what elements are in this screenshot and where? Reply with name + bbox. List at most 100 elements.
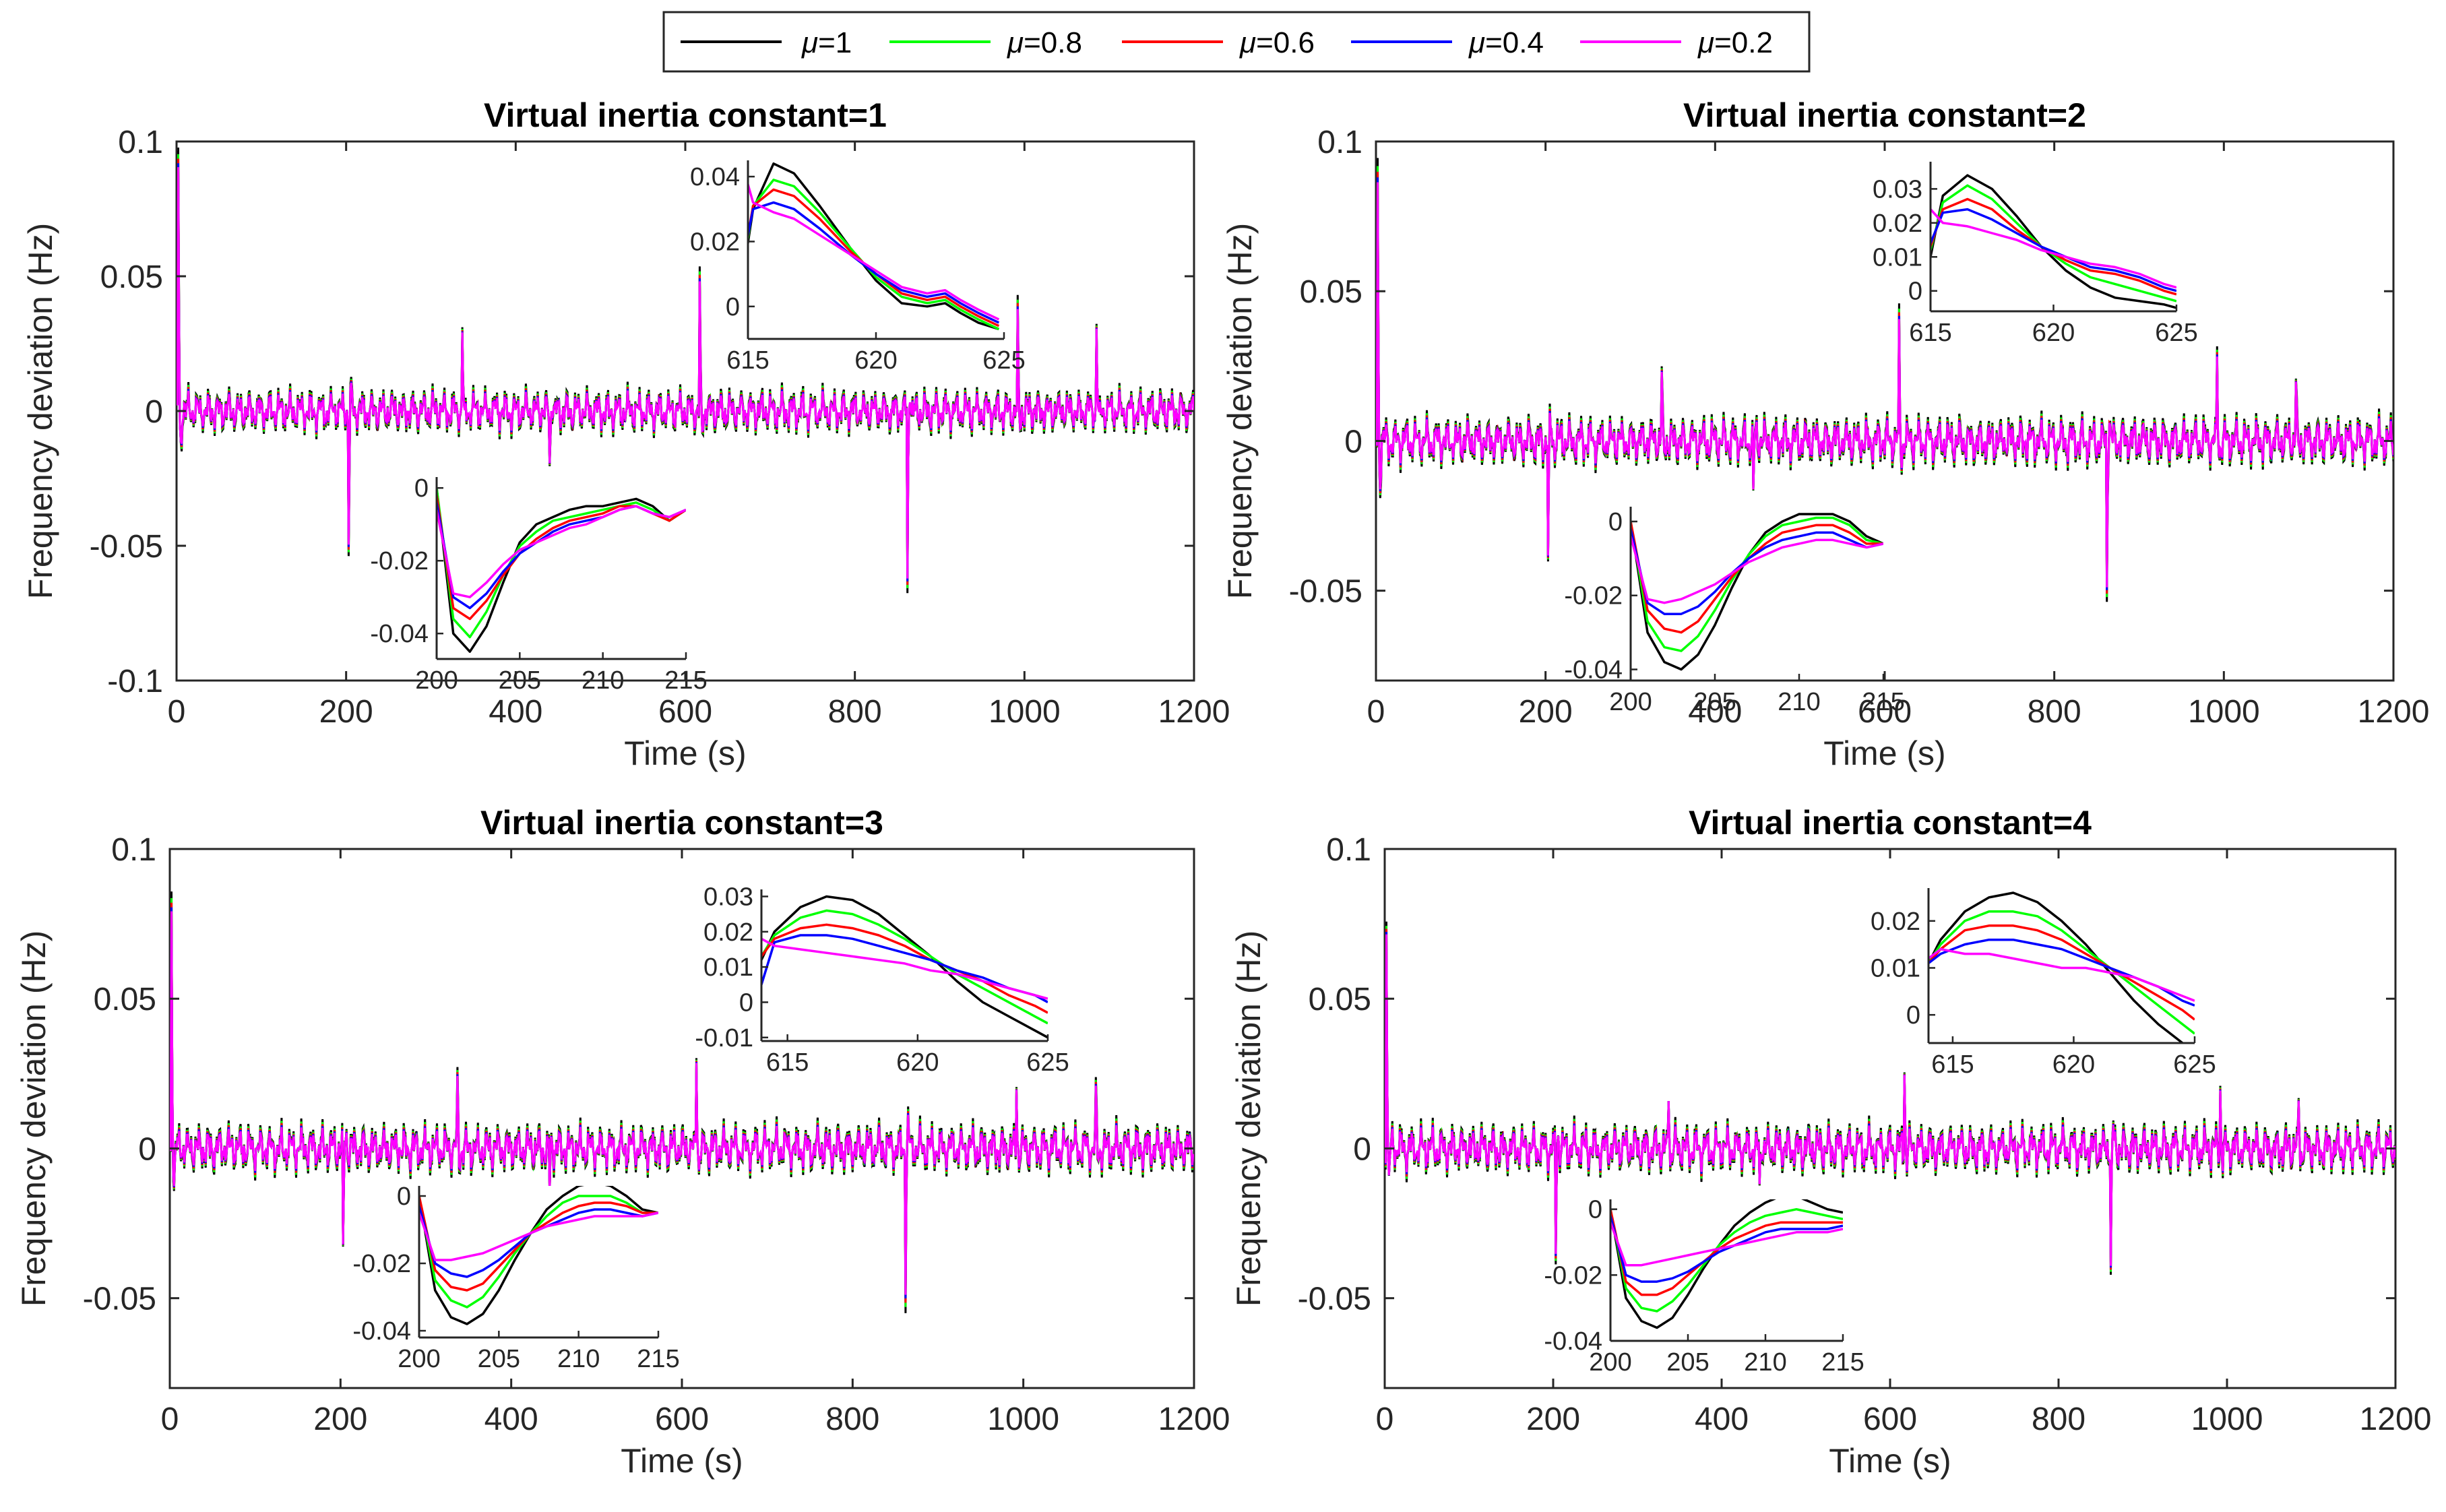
x-axis-label: Time (s)	[1829, 1442, 1951, 1480]
inset-1: 200 205 210 215 -0.04 -0.02 0	[352, 1183, 679, 1373]
y-tick-label: 0	[138, 1131, 156, 1167]
series-group	[170, 891, 1194, 1313]
inset-series-group	[1931, 174, 2176, 309]
x-tick-label: 600	[655, 1401, 709, 1437]
chart-title: Virtual inertia constant=1	[484, 96, 887, 134]
inset-y-tick-label: -0.02	[352, 1250, 411, 1278]
legend-entry-mu-0-8: μ=0.8	[889, 26, 1082, 59]
inset-x-tick-label: 625	[2173, 1050, 2216, 1079]
y-tick-label: 0	[1353, 1131, 1371, 1167]
y-tick-label: 0.05	[94, 982, 156, 1017]
inset-1: 200 205 210 215 -0.04 -0.02 0	[370, 474, 707, 695]
x-tick-label: 1000	[987, 1401, 1059, 1437]
inset-y-tick-label: -0.04	[352, 1317, 411, 1346]
inset-y-tick-label: 0	[739, 988, 753, 1017]
x-tick-label: 600	[1863, 1401, 1917, 1437]
y-tick-label: -0.1	[107, 664, 163, 699]
inset-1: 200 205 210 215 -0.04 -0.02 0	[1564, 507, 1905, 716]
series-group	[1385, 921, 2395, 1275]
inset-background	[419, 1186, 658, 1337]
x-axis-label: Time (s)	[621, 1442, 743, 1480]
panel-inertia-1: Virtual inertia constant=1 0 200 400 600 800 1…	[22, 96, 1230, 772]
inset-series-line-0-6	[419, 1195, 658, 1292]
x-tick-label: 800	[825, 1401, 879, 1437]
chart-title: Virtual inertia constant=2	[1683, 96, 2086, 134]
inset-series-line-0-6	[1631, 521, 1883, 634]
inset-1: 200 205 210 215 -0.04 -0.02 0	[1544, 1196, 1864, 1377]
inset-series-line-0-2	[1928, 947, 2195, 1002]
inset-y-tick-label: -0.02	[370, 547, 429, 575]
inset-y-tick-label: 0.02	[1871, 908, 1920, 936]
inset-series-line-1	[748, 162, 999, 331]
inset-background	[1610, 1199, 1843, 1341]
y-tick-label: 0.05	[1300, 274, 1362, 310]
legend-label-mu-0-2: μ=0.2	[1697, 26, 1773, 59]
series-line-0-2	[1385, 934, 2395, 1266]
x-tick-label: 1200	[2360, 1401, 2432, 1437]
legend-entry-mu-0-2: μ=0.2	[1580, 26, 1773, 59]
inset-series-line-1	[1610, 1199, 1843, 1329]
inset-x-tick-label: 620	[854, 346, 897, 375]
inset-x-tick-label: 200	[415, 666, 458, 695]
inset-series-line-0-8	[1631, 516, 1883, 652]
y-tick-label: 0.1	[1326, 832, 1371, 868]
inset-series-line-0-2	[1931, 208, 2176, 289]
x-tick-label: 800	[2028, 694, 2081, 730]
x-tick-label: 400	[1688, 694, 1742, 730]
inset-0: 615 620 625 0 0.01 0.02	[1871, 888, 2216, 1079]
inset-y-tick-label: 0	[1608, 508, 1623, 536]
x-tick-label: 800	[2032, 1401, 2086, 1437]
x-tick-label: 1200	[2358, 694, 2430, 730]
series-line-0-4	[1376, 177, 2393, 591]
series-group	[1376, 158, 2393, 602]
inset-y-tick-label: 0	[1908, 278, 1922, 306]
x-tick-label: 200	[1526, 1401, 1580, 1437]
x-tick-label: 0	[1367, 694, 1385, 730]
x-tick-label: 1200	[1158, 1401, 1230, 1437]
legend-entry-mu-0-6: μ=0.6	[1122, 26, 1315, 59]
inset-series-line-0-2	[761, 937, 1048, 1000]
inset-series-line-0-2	[1610, 1222, 1843, 1267]
x-tick-label: 400	[484, 1401, 538, 1437]
series-line-0-4	[1385, 931, 2395, 1268]
inset-x-tick-label: 620	[896, 1048, 939, 1077]
inset-y-tick-label: 0.02	[703, 918, 753, 947]
inset-y-tick-label: 0.03	[1873, 175, 1922, 203]
x-tick-label: 400	[489, 694, 542, 730]
inset-series-line-1	[761, 895, 1048, 1039]
inset-x-tick-label: 215	[1821, 1348, 1864, 1377]
inset-x-tick-label: 620	[2032, 319, 2075, 347]
series-line-0-8	[1385, 926, 2395, 1272]
inset-series-group	[748, 162, 1000, 331]
inset-y-tick-label: 0	[1906, 1001, 1920, 1030]
y-tick-label: 0	[145, 394, 163, 430]
inset-x-tick-label: 205	[1693, 688, 1736, 716]
inset-x-tick-label: 205	[478, 1345, 520, 1373]
panel-inertia-3: Virtual inertia constant=3 0 200 400 600 800 1…	[15, 804, 1230, 1480]
panel-inertia-2: Virtual inertia constant=2 0 200 400 600 800 1…	[1221, 96, 2429, 772]
inset-series-group	[437, 487, 686, 653]
x-tick-label: 800	[828, 694, 882, 730]
inset-y-tick-label: -0.02	[1564, 582, 1623, 610]
legend-label-mu-0-6: μ=0.6	[1239, 26, 1315, 59]
inset-x-tick-label: 625	[1026, 1048, 1069, 1077]
y-axis-label: Frequency deviation (Hz)	[1221, 223, 1259, 600]
inset-x-tick-label: 215	[637, 1345, 679, 1373]
inset-x-tick-label: 615	[726, 346, 769, 375]
inset-series-line-0-8	[437, 487, 686, 639]
series-line-0-6	[1385, 928, 2395, 1270]
inset-x-tick-label: 200	[398, 1345, 440, 1373]
x-tick-label: 600	[1858, 694, 1912, 730]
y-tick-label: 0.1	[118, 125, 163, 160]
inset-series-line-0-4	[748, 201, 1000, 324]
chart-title: Virtual inertia constant=3	[480, 804, 883, 842]
inset-y-tick-label: 0.04	[690, 163, 740, 191]
x-tick-label: 1000	[2191, 1401, 2263, 1437]
inset-x-tick-label: 615	[1909, 319, 1951, 347]
inset-series-line-0-8	[761, 909, 1048, 1025]
inset-series-line-0-8	[1928, 910, 2195, 1035]
x-axis-label: Time (s)	[1823, 734, 1945, 772]
inset-background	[1631, 507, 1883, 681]
y-tick-label: 0.1	[1317, 125, 1362, 160]
